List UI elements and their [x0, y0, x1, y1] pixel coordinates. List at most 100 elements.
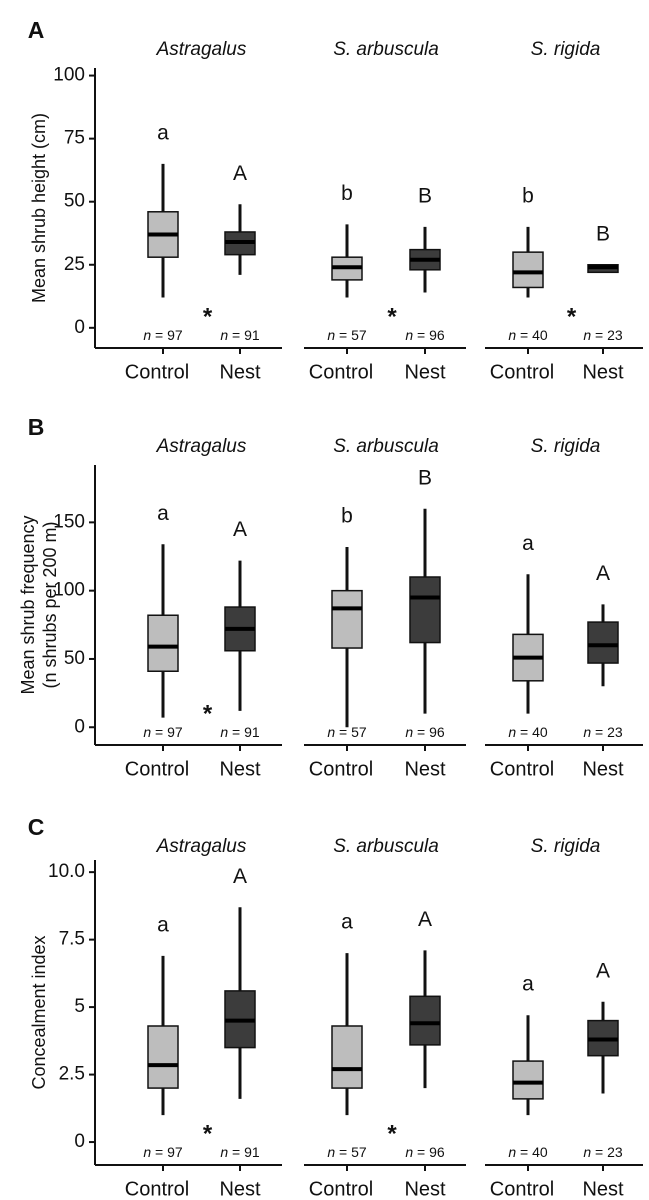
y-axis-label: Mean shrub height (cm) — [29, 113, 49, 303]
x-tick-label: Control — [125, 361, 189, 383]
significance-letter: A — [596, 562, 610, 585]
asterisk: * — [387, 1120, 397, 1147]
x-tick-label: Control — [309, 1178, 373, 1200]
asterisk: * — [203, 1120, 213, 1147]
box — [331, 1025, 363, 1089]
significance-letter: b — [341, 182, 353, 205]
n-label: n = 57 — [327, 327, 367, 343]
x-tick-label: Nest — [582, 1178, 624, 1200]
significance-letter: a — [157, 121, 169, 144]
y-tick-label: 75 — [64, 128, 85, 149]
n-label: n = 97 — [143, 327, 183, 343]
n-label: n = 23 — [583, 724, 623, 740]
x-tick-label: Control — [125, 758, 189, 780]
y-tick-label: 50 — [64, 191, 85, 212]
asterisk: * — [203, 700, 213, 727]
x-tick-label: Nest — [219, 758, 261, 780]
x-tick-label: Nest — [219, 361, 261, 383]
panel-label: A — [28, 17, 45, 43]
n-label: n = 97 — [143, 724, 183, 740]
box — [512, 251, 544, 289]
significance-letter: a — [522, 532, 534, 555]
n-label: n = 91 — [220, 327, 260, 343]
y-tick-label: 150 — [53, 511, 85, 532]
box — [147, 1025, 179, 1089]
significance-letter: A — [233, 518, 247, 541]
y-tick-label: 0 — [74, 716, 85, 737]
y-tick-label: 100 — [53, 580, 85, 601]
y-tick-label: 0 — [74, 317, 85, 338]
y-tick-label: 0 — [74, 1131, 85, 1152]
x-tick-label: Control — [309, 361, 373, 383]
significance-letter: b — [341, 504, 353, 527]
asterisk: * — [567, 303, 577, 330]
facet-title: S. rigida — [531, 436, 601, 457]
significance-letter: a — [341, 911, 353, 934]
x-tick-label: Nest — [582, 361, 624, 383]
significance-letter: a — [157, 913, 169, 936]
x-tick-label: Control — [490, 361, 554, 383]
panel-label: B — [28, 414, 45, 440]
facet-title: Astragalus — [156, 436, 247, 457]
x-tick-label: Nest — [219, 1178, 261, 1200]
y-tick-label: 25 — [64, 254, 85, 275]
facet-title: S. arbuscula — [333, 436, 439, 457]
x-tick-label: Nest — [404, 758, 446, 780]
facet-title: S. arbuscula — [333, 39, 439, 60]
significance-letter: a — [157, 502, 169, 525]
y-axis-label: Concealment index — [29, 935, 49, 1089]
n-label: n = 96 — [405, 327, 445, 343]
box — [331, 589, 363, 649]
y-tick-label: 7.5 — [59, 929, 85, 950]
x-tick-label: Control — [490, 1178, 554, 1200]
y-tick-label: 2.5 — [59, 1064, 85, 1085]
n-label: n = 97 — [143, 1144, 183, 1160]
x-tick-label: Nest — [404, 1178, 446, 1200]
n-label: n = 40 — [508, 327, 548, 343]
y-axis-label: (n shrubs per 200 m) — [40, 521, 60, 688]
asterisk: * — [387, 303, 397, 330]
significance-letter: A — [233, 865, 247, 888]
y-tick-label: 100 — [53, 65, 85, 86]
significance-letter: b — [522, 184, 534, 207]
facet-title: Astragalus — [156, 39, 247, 60]
x-tick-label: Control — [490, 758, 554, 780]
y-tick-label: 50 — [64, 648, 85, 669]
significance-letter: A — [596, 959, 610, 982]
n-label: n = 23 — [583, 1144, 623, 1160]
n-label: n = 91 — [220, 1144, 260, 1160]
x-tick-label: Control — [125, 1178, 189, 1200]
n-label: n = 96 — [405, 724, 445, 740]
box — [147, 614, 179, 672]
significance-letter: a — [522, 973, 534, 996]
y-tick-label: 10.0 — [48, 861, 85, 882]
asterisk: * — [203, 303, 213, 330]
n-label: n = 57 — [327, 724, 367, 740]
n-label: n = 40 — [508, 1144, 548, 1160]
n-label: n = 96 — [405, 1144, 445, 1160]
box — [409, 576, 441, 644]
significance-letter: B — [596, 222, 610, 245]
facet-title: S. rigida — [531, 836, 601, 857]
facet-title: Astragalus — [156, 836, 247, 857]
significance-letter: A — [418, 908, 432, 931]
facet-title: S. arbuscula — [333, 836, 439, 857]
x-tick-label: Nest — [404, 361, 446, 383]
x-tick-label: Nest — [582, 758, 624, 780]
y-axis-label: Mean shrub frequency — [18, 515, 38, 694]
x-tick-label: Control — [309, 758, 373, 780]
box — [409, 995, 441, 1046]
significance-letter: A — [233, 162, 247, 185]
box — [587, 621, 619, 664]
y-tick-label: 5 — [74, 996, 85, 1017]
significance-letter: B — [418, 184, 432, 207]
n-label: n = 40 — [508, 724, 548, 740]
box — [512, 1060, 544, 1100]
n-label: n = 57 — [327, 1144, 367, 1160]
n-label: n = 91 — [220, 724, 260, 740]
n-label: n = 23 — [583, 327, 623, 343]
facet-title: S. rigida — [531, 39, 601, 60]
panel-label: C — [28, 814, 45, 840]
significance-letter: B — [418, 466, 432, 489]
